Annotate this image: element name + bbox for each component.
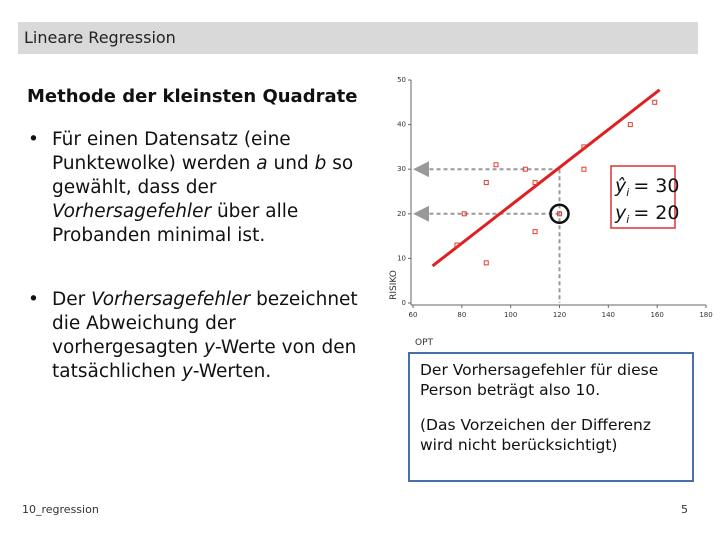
- regression-line: [431, 88, 661, 268]
- annotation-symbol: y: [614, 202, 627, 224]
- bullet-text: y: [181, 361, 193, 382]
- data-point: [652, 99, 658, 105]
- bullet: Der Vorhersagefehler bezeichnet die Abwe…: [28, 288, 362, 384]
- annotation-symbol: ŷ: [614, 175, 627, 197]
- y-axis-label: RISIKO: [389, 270, 399, 300]
- data-point: [454, 242, 460, 248]
- bullet-text: Der: [52, 289, 92, 310]
- annotation-value: = 30: [633, 175, 679, 197]
- y-tick-label: 40: [397, 121, 406, 129]
- bullet-text: b: [314, 153, 327, 174]
- bullet-text: a: [256, 153, 268, 174]
- note-line: Der Vorhersagefehler für diese Person be…: [420, 361, 659, 399]
- header-bar: Lineare Regression: [18, 22, 698, 54]
- bullet-text: Vorhersagefehler: [91, 289, 251, 310]
- annotation: yi = 20: [614, 202, 679, 226]
- data-point: [461, 211, 467, 217]
- annotation: ŷi = 30: [614, 175, 679, 199]
- y-tick-label: 0: [402, 299, 406, 307]
- bullet-text: und: [267, 153, 315, 174]
- data-point: [532, 180, 538, 186]
- data-point: [532, 229, 538, 235]
- x-tick-label: 160: [650, 311, 663, 319]
- footer-source: 10_regression: [22, 503, 99, 516]
- bullet-text: Vorhersagefehler: [52, 201, 212, 222]
- x-tick-label: 100: [504, 311, 517, 319]
- data-point: [627, 122, 633, 128]
- data-point: [557, 211, 562, 217]
- highlight-circle: [549, 203, 570, 225]
- data-point: [483, 180, 489, 186]
- x-tick-label: 80: [457, 311, 466, 319]
- annotation-sub: i: [626, 213, 629, 226]
- annotation-sub: i: [626, 186, 629, 199]
- x-tick-label: 180: [699, 311, 712, 319]
- x-tick-label: 140: [602, 311, 615, 319]
- note-box: Der Vorhersagefehler für diese Person be…: [408, 352, 694, 482]
- data-point: [581, 144, 587, 150]
- data-point: [493, 162, 499, 168]
- data-point: [581, 166, 587, 172]
- page-number: 5: [681, 503, 688, 516]
- data-point: [483, 260, 489, 266]
- annotation-value: = 20: [633, 202, 679, 224]
- bullet-text: bezeichnet die Abweichung der vorhergesa…: [52, 289, 358, 358]
- x-tick-label: 60: [409, 311, 418, 319]
- x-axis-label: OPT: [415, 338, 434, 348]
- heading: Methode der kleinsten Quadrate: [27, 86, 358, 107]
- note-line: (Das Vorzeichen der Differenz wird nicht…: [420, 416, 652, 454]
- bullet-text: -Werte von den tatsächlichen: [52, 337, 357, 382]
- header-title: Lineare Regression: [24, 28, 176, 47]
- y-tick-label: 30: [397, 165, 406, 173]
- annotation-box: [610, 165, 676, 229]
- y-tick-label: 10: [397, 254, 406, 262]
- y-tick-label: 50: [397, 76, 406, 84]
- y-tick-label: 20: [397, 210, 406, 218]
- x-tick-label: 120: [553, 311, 566, 319]
- bullet-text: so gewählt, dass der: [52, 153, 354, 198]
- bullet-text: y: [204, 337, 215, 358]
- bullet-text: -Werten.: [192, 361, 272, 382]
- bullet-text: über alle Probanden minimal ist.: [52, 201, 299, 246]
- bullet: Für einen Datensatz (eine Punktewolke) w…: [28, 128, 362, 248]
- bullet-text: Für einen Datensatz (eine Punktewolke) w…: [52, 129, 291, 174]
- data-point: [522, 166, 528, 172]
